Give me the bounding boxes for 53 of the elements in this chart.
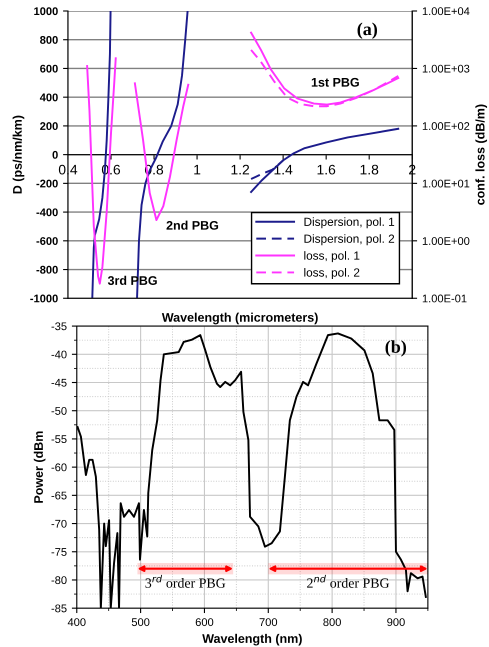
x-axis-title: Wavelength (micrometers) [162, 312, 318, 324]
y-tick-label: -50 [51, 406, 67, 415]
band-label: 2$^{nd}$ order PBG [307, 574, 390, 588]
legend-label: Dispersion, pol. 1 [304, 217, 394, 228]
band-label: 3$^{rd}$ order PBG [145, 574, 226, 588]
x-axis-title: Wavelength (nm) [202, 634, 302, 646]
x-tick-label: 500 [132, 618, 150, 626]
y-tick-label: 200 [40, 122, 58, 130]
legend-label: Dispersion, pol. 2 [304, 234, 394, 246]
y-tick-label: -400 [36, 208, 58, 216]
annotation: 1st PBG [312, 78, 359, 87]
y-tick-label: 1000 [34, 7, 58, 16]
y2-tick-label: 1.00E-01 [422, 294, 466, 302]
y-axis-title: D (ps/nm/km) [12, 116, 24, 194]
legend-label: loss, pol. 1 [304, 251, 360, 262]
y-tick-label: 800 [40, 36, 58, 44]
x-tick-label: 800 [323, 618, 341, 626]
x-tick-label: 1.6 [318, 164, 336, 175]
x-tick-label: 1.8 [360, 164, 378, 175]
x-tick-label: 1.2 [232, 164, 250, 174]
y-tick-label: -800 [36, 266, 58, 274]
y-tick-label: -70 [51, 520, 67, 528]
x-tick-label: 600 [196, 618, 214, 626]
y-tick-label: 0 [52, 150, 58, 159]
y2-tick-label: 1.00E+01 [422, 180, 470, 188]
y-tick-label: -55 [51, 435, 67, 444]
legend-label: loss, pol. 2 [304, 268, 360, 280]
y2-tick-label: 1.00E+00 [422, 237, 470, 245]
y-tick-label: -60 [51, 463, 67, 472]
y2-tick-label: 1.00E+02 [422, 122, 470, 130]
y-tick-label: -65 [51, 492, 67, 500]
y2-axis-title: conf. loss (dB/m) [475, 104, 488, 205]
y-tick-label: -80 [51, 576, 67, 584]
y-axis-title: Power (dBm [34, 431, 46, 503]
y-tick-label: 600 [40, 64, 58, 73]
y2-tick-label: 1.00E+04 [422, 7, 470, 16]
annotation: (a) [358, 22, 378, 39]
y-tick-label: 400 [40, 93, 58, 102]
annotation: (b) [386, 340, 406, 357]
x-tick-label: 400 [68, 618, 86, 626]
y-tick-label: -85 [51, 604, 67, 612]
y-tick-label: -75 [51, 548, 67, 556]
y-tick-label: -45 [51, 378, 67, 387]
y-tick-label: -35 [51, 322, 67, 330]
y-tick-label: -40 [51, 350, 67, 358]
y-tick-label: -600 [36, 237, 58, 245]
y2-tick-label: 1.00E+03 [422, 64, 470, 73]
x-tick-label: 1 [194, 164, 200, 174]
y-tick-label: -200 [36, 180, 58, 188]
y-tick-label: -1000 [30, 294, 58, 302]
x-tick-label: 700 [260, 618, 278, 626]
annotation: 2nd PBG [166, 220, 218, 230]
x-tick-label: 900 [387, 618, 405, 626]
